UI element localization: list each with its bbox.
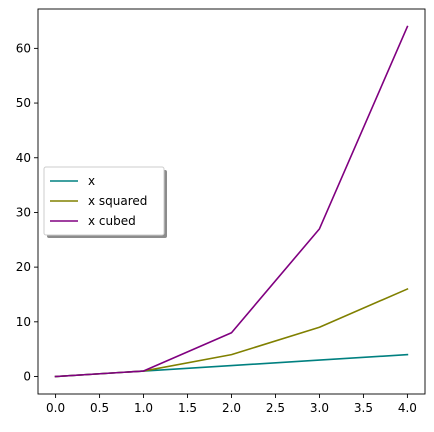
y-tick-label: 0 [23,370,31,384]
y-tick-label: 10 [16,315,31,329]
legend-label-1: x [88,174,95,188]
axes-layer: 0.0 0.5 1.0 1.5 2.0 2.5 3.0 3.5 4.0 0 10 20 30 40 50 60 [16,8,426,415]
series-line-3 [54,25,409,378]
x-tick-label: 2.5 [266,401,285,415]
x-tick-label: 1.0 [134,401,153,415]
y-tick-label: 30 [16,205,31,219]
x-tick-label: 0.0 [46,401,65,415]
legend-label-3: x cubed [88,214,136,228]
x-tick-label: 3.0 [310,401,329,415]
x-tick-label: 4.0 [398,401,417,415]
legend-box [43,166,165,236]
legend: x x squared x cubed [43,166,167,238]
legend-label-2: x squared [88,194,147,208]
x-tick-label: 1.5 [178,401,197,415]
y-tick-label: 20 [16,260,31,274]
y-tick-label: 60 [16,41,31,55]
y-tick-label: 40 [16,151,31,165]
x-tick-label: 3.5 [354,401,373,415]
series-layer [54,25,409,378]
x-tick-label: 0.5 [90,401,109,415]
x-tick-label: 2.0 [222,401,241,415]
y-tick-label: 50 [16,96,31,110]
